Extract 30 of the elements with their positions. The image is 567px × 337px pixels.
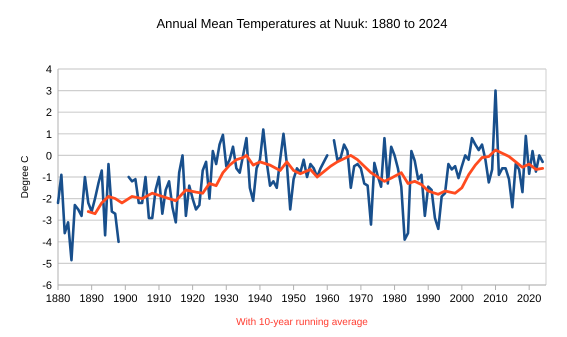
y-tick-label: -6 (42, 280, 52, 292)
x-tick-label: 2020 (516, 293, 542, 305)
y-tick-label: 2 (46, 107, 52, 120)
x-tick-label: 2010 (483, 293, 508, 305)
x-tick-label: 1940 (248, 293, 272, 305)
x-tick-label: 1980 (382, 293, 407, 305)
x-tick-label: 1900 (113, 293, 138, 305)
x-tick-label: 1920 (180, 293, 205, 305)
y-tick-label: -4 (42, 236, 52, 249)
x-tick-label: 1970 (348, 293, 374, 305)
text: With 10-year running average (236, 317, 368, 328)
y-axis-title: Degree C (20, 156, 31, 198)
x-tick-label: 1990 (416, 293, 440, 305)
x-tick-label: 1960 (315, 293, 340, 305)
y-tick-label: 0 (46, 150, 52, 162)
y-tick-label: -3 (42, 215, 52, 228)
y-tick-label: 1 (46, 128, 52, 141)
y-tick-label: 4 (46, 64, 52, 76)
x-tick-label: 1930 (214, 293, 239, 305)
x-tick-label: 1890 (79, 293, 104, 305)
x-tick-label: 1910 (146, 293, 172, 305)
y-tick-label: -2 (42, 194, 52, 206)
y-tick-label: -5 (42, 258, 52, 270)
chart-title: Annual Mean Temperatures at Nuuk: 1880 to 2024 (156, 16, 448, 31)
y-tick-label: 3 (46, 86, 52, 98)
x-tick-label: 2000 (450, 293, 474, 305)
line-series (86, 148, 544, 216)
x-tick-label: 1950 (281, 293, 306, 305)
x-tick-label: 1880 (46, 293, 70, 305)
y-tick-label: -1 (42, 172, 52, 184)
